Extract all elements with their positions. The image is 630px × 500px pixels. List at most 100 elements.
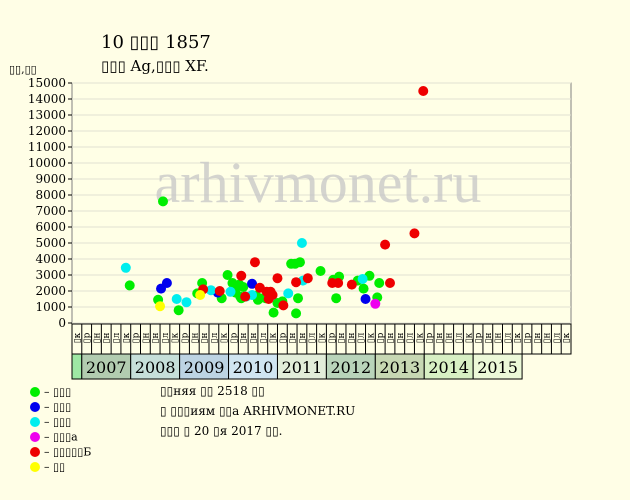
cell-label: ▯л [308,332,318,343]
cell-label: ▯к [269,332,279,343]
cell-label: ▯к [562,332,572,343]
cell-label: ▯р [474,332,484,343]
y-tick-label: 0 [58,316,66,330]
legend-swatch [30,387,40,397]
data-point [380,239,391,250]
legend-swatch [30,417,40,427]
chart-title: 10 ▯▯▯ 1857 [101,32,211,53]
grid-lines [72,82,571,324]
cell-label: ▯к [220,332,230,343]
y-tick-label: 8000 [35,188,66,202]
year-label: 2013 [379,358,420,377]
note-line-3: ▯▯▯ ▯ 20 ▯я 2017 ▯▯. [160,424,283,438]
data-point [293,293,304,304]
data-point [346,279,357,290]
cell-label: ▯н [533,333,543,344]
data-point [155,301,166,312]
cell-label: ▯н [435,333,445,344]
year-block [71,353,83,380]
cell-label: ▯н [543,333,553,344]
y-tick-label: 15000 [28,76,66,90]
legend-label: – ▯▯ [44,460,66,474]
year-label: 2009 [184,358,225,377]
data-point [358,283,369,294]
cell-label: ▯к [464,332,474,343]
y-tick-label: 6000 [35,220,66,234]
data-point [296,238,307,248]
cell-label: ▯р [523,332,533,343]
y-tick-label: 3000 [35,268,66,282]
data-point [374,278,385,288]
data-point [195,290,206,300]
cell-label: ▯р [327,332,337,343]
cell-label: ▯н [288,333,298,344]
data-point [302,273,313,284]
cell-label: ▯к [366,332,376,343]
year-block [228,353,278,380]
y-axis-unit: ▯▯,▯▯ [9,63,37,76]
data-point [384,278,395,288]
data-point [214,286,225,296]
cell-label: ▯р [181,332,191,343]
year-label: 2011 [282,358,323,377]
watermark-text: arhivmonet.ru [155,150,482,215]
cell-label: ▯к [122,332,132,343]
cell-label: ▯л [259,332,269,343]
y-tick-label: 2000 [35,284,66,298]
data-point [291,308,302,319]
data-point [278,300,289,311]
data-point [236,270,247,281]
year-block [130,353,181,380]
cell-label: ▯л [454,332,464,343]
data-point [409,228,420,239]
year-label: 2008 [135,358,176,377]
data-point [124,280,135,291]
year-label: 2014 [428,358,469,377]
data-point [238,282,249,292]
data-point [157,196,168,207]
legend-item: – ▯▯▯ [30,415,71,430]
data-point [291,277,302,288]
x-axis-years: 2007 2008 2009 2010 2011 2012 2013 2014 2015 [71,353,523,380]
data-point [120,262,131,273]
y-axis-ticks: 0 1000 2000 3000 4000 5000 6000 7000 8000 9000 100… [28,76,72,330]
cell-label: ▯л [112,332,122,343]
x-axis-cells: ▯к ▯р ▯н ▯н ▯л ▯к ▯р ▯н ▯н ▯л ▯к ▯р ▯н ▯н ▯л ▯к ▯р ▯н ▯н ▯л… [71,323,572,355]
cell-label: ▯л [210,332,220,343]
y-tick-label: 1000 [35,300,66,314]
y-tick-label: 10000 [28,156,66,170]
data-point [418,86,429,96]
legend-swatch [30,462,40,472]
year-label: 2015 [477,358,518,377]
y-tick-label: 7000 [35,204,66,218]
data-point [225,286,236,297]
cell-label: ▯л [503,332,513,343]
legend-item: – ▯▯▯▯▯Б [30,445,91,460]
chart-subtitle: ▯▯▯ Ag,▯▯▯ XF. [101,57,209,75]
legend-swatch [30,432,40,442]
plot-area [71,82,572,324]
cell-label: ▯л [161,332,171,343]
legend-label: – ▯▯▯ [44,385,72,399]
cell-label: ▯н [151,333,161,344]
cell-label: ▯н [396,333,406,344]
cell-label: ▯к [513,332,523,343]
data-point [161,278,172,288]
data-point [249,257,260,268]
cell-label: ▯л [406,332,416,343]
year-label: 2007 [86,358,127,377]
note-line-2: ▯ ▯▯▯иям ▯▯а ARHIVMONET.RU [160,404,356,418]
cell-label: ▯н [337,333,347,344]
data-point [357,274,368,284]
cell-label: ▯р [132,332,142,343]
cell-label: ▯л [552,332,562,343]
data-point [171,294,182,304]
y-tick-label: 4000 [35,252,66,266]
legend-item: – ▯▯▯а [30,430,78,445]
legend-label: – ▯▯▯а [44,430,78,444]
plot-frame [71,82,572,324]
year-block [472,353,523,380]
data-point [267,290,278,300]
data-point [222,270,233,280]
